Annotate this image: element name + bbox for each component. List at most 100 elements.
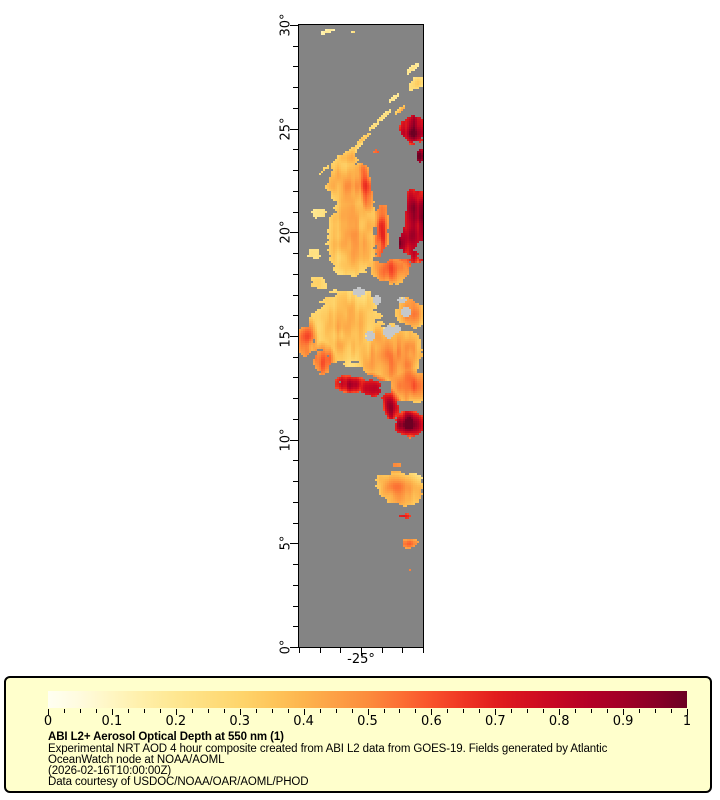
- colorbar-tick-label: 0.6: [421, 714, 442, 729]
- colorbar-tick: [527, 709, 529, 713]
- colorbar-tick-label: 0.4: [293, 714, 314, 729]
- colorbar-tick: [543, 709, 545, 713]
- colorbar-tick: [639, 709, 641, 713]
- latitude-tick: [290, 543, 298, 544]
- colorbar-tick: [591, 709, 593, 713]
- colorbar-tick-label: 0.9: [612, 714, 634, 729]
- colorbar-tick-label: 0.5: [357, 714, 378, 729]
- latitude-tick: [293, 212, 298, 213]
- latitude-tick: [293, 149, 298, 150]
- latitude-tick: [293, 585, 298, 586]
- latitude-tick: [290, 232, 298, 233]
- longitude-tick: [299, 648, 300, 653]
- latitude-tick: [293, 398, 298, 399]
- longitude-tick: [340, 648, 341, 653]
- colorbar-tick-label: 1: [682, 714, 692, 729]
- longitude-tick: [423, 648, 424, 653]
- latitude-tick: [293, 191, 298, 192]
- colorbar-tick: [351, 709, 353, 713]
- latitude-tick: [293, 315, 298, 316]
- colorbar-tick: [207, 709, 209, 713]
- colorbar-tick: [479, 709, 481, 713]
- latitude-tick: [293, 253, 298, 254]
- colorbar-tick: [431, 709, 433, 715]
- colorbar: [48, 691, 687, 708]
- longitude-tick: [361, 648, 362, 656]
- colorbar-tick: [64, 709, 65, 713]
- colorbar-tick: [80, 709, 81, 713]
- latitude-tick: [293, 502, 298, 503]
- colorbar-tick: [511, 709, 513, 713]
- colorbar-tick: [559, 709, 561, 715]
- latitude-tick: [293, 170, 298, 171]
- latitude-tick: [293, 66, 298, 67]
- colorbar-tick-label: 0.1: [101, 714, 123, 729]
- colorbar-tick: [223, 709, 225, 713]
- colorbar-tick: [143, 709, 145, 713]
- latitude-tick-label: 30°: [278, 13, 294, 37]
- latitude-tick: [293, 564, 298, 565]
- latitude-tick: [290, 25, 298, 26]
- colorbar-tick: [127, 709, 129, 713]
- latitude-tick-label: 10°: [278, 428, 294, 452]
- colorbar-tick: [447, 709, 449, 713]
- longitude-tick: [402, 648, 403, 653]
- colorbar-tick-label: 0.7: [484, 714, 506, 729]
- colorbar-tick: [399, 709, 401, 713]
- colorbar-tick: [623, 709, 625, 715]
- colorbar-tick: [671, 709, 672, 713]
- colorbar-tick: [159, 709, 161, 713]
- colorbar-tick: [239, 709, 241, 715]
- colorbar-tick: [415, 709, 417, 713]
- latitude-tick: [293, 626, 298, 627]
- colorbar-tick: [495, 709, 497, 715]
- colorbar-tick: [335, 709, 337, 713]
- colorbar-tick-label: 0: [43, 714, 53, 729]
- latitude-tick: [293, 523, 298, 524]
- latitude-tick: [293, 606, 298, 607]
- colorbar-tick-label: 0.3: [229, 714, 251, 729]
- colorbar-tick: [655, 709, 656, 713]
- colorbar-tick: [303, 709, 305, 715]
- latitude-tick: [293, 377, 298, 378]
- aod-raster-map: [299, 25, 423, 647]
- longitude-tick: [320, 648, 321, 653]
- map-frame: [298, 24, 424, 648]
- latitude-tick: [290, 440, 298, 441]
- colorbar-tick: [191, 709, 193, 713]
- latitude-tick: [293, 108, 298, 109]
- colorbar-tick: [95, 709, 97, 713]
- colorbar-tick-label: 0.2: [165, 714, 187, 729]
- latitude-tick: [293, 274, 298, 275]
- latitude-tick: [293, 46, 298, 47]
- colorbar-tick: [111, 709, 113, 715]
- latitude-tick-label: 0°: [278, 639, 294, 655]
- colorbar-tick: [255, 709, 257, 713]
- colorbar-tick: [175, 709, 177, 715]
- longitude-tick: [382, 648, 383, 653]
- latitude-tick: [293, 87, 298, 88]
- latitude-tick: [293, 481, 298, 482]
- latitude-tick-label: 15°: [278, 324, 294, 348]
- latitude-tick-label: 5°: [278, 535, 294, 551]
- legend-title: ABI L2+ Aerosol Optical Depth at 550 nm …: [48, 731, 284, 743]
- legend-courtesy-line: Data courtesy of USDOC/NOAA/OAR/AOML/PHO…: [48, 775, 309, 788]
- colorbar-tick: [367, 709, 369, 715]
- legend-description-line-1: Experimental NRT AOD 4 hour composite cr…: [48, 742, 608, 755]
- latitude-tick: [290, 336, 298, 337]
- colorbar-tick: [319, 709, 321, 713]
- latitude-tick: [293, 295, 298, 296]
- latitude-tick: [290, 647, 298, 648]
- colorbar-tick: [607, 709, 609, 713]
- colorbar-tick: [575, 709, 577, 713]
- colorbar-tick-label: 0.8: [548, 714, 570, 729]
- latitude-tick-label: 25°: [278, 117, 294, 141]
- colorbar-tick: [48, 709, 49, 715]
- colorbar-tick: [287, 709, 289, 713]
- latitude-tick-label: 20°: [278, 220, 294, 244]
- legend-timestamp: (2026-02-16T10:00:00Z): [48, 764, 172, 777]
- latitude-tick: [293, 460, 298, 461]
- colorbar-tick: [463, 709, 465, 713]
- colorbar-tick: [271, 709, 273, 713]
